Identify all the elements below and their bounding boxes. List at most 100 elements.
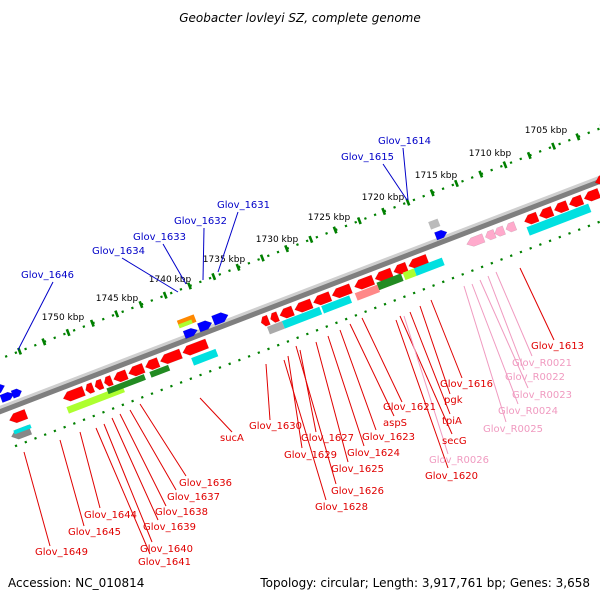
gene-label: Glov_1639 [143, 522, 196, 533]
kbp-ruler [4, 123, 600, 358]
gene-blue-arrow [196, 320, 213, 333]
ruler-dot [597, 127, 600, 131]
ruler-dot [247, 261, 251, 265]
callout-line [395, 319, 449, 469]
kbp-label: 1730 kbp [256, 235, 299, 245]
gene-label: Glov_1634 [92, 246, 145, 257]
lower-track-dot [131, 399, 134, 403]
lower-track-dot [189, 377, 193, 381]
kbp-label: 1705 kbp [525, 126, 568, 136]
callout-line [495, 271, 533, 357]
lower-track-dot [169, 384, 173, 388]
gene-label: Glov_1644 [84, 510, 137, 521]
genome-backbone [0, 163, 600, 415]
gene-label: Glov_1640 [140, 544, 193, 555]
lower-track-dot [111, 407, 115, 410]
ruler-tick [502, 161, 508, 169]
callout-line [139, 403, 187, 477]
ruler-dot [160, 295, 163, 299]
callout-line [361, 317, 403, 403]
ruler-dot [461, 179, 464, 183]
gene-label: sucA [220, 433, 244, 444]
callout-line [119, 413, 167, 507]
lower-track-dot [24, 440, 28, 444]
lower-track-dot [276, 343, 280, 347]
callout-line [479, 279, 529, 389]
callout-line [419, 305, 451, 395]
lower-track-dot [373, 306, 377, 310]
ruler-tick [138, 300, 144, 309]
gene-label: Glov_R0022 [505, 372, 565, 383]
ruler-dot [257, 258, 261, 261]
cog-cyan-bar [281, 306, 323, 329]
gene-label: Glov_1615 [341, 152, 394, 163]
ruler-dot [305, 239, 309, 243]
cog-cyan-bar [321, 295, 353, 314]
lower-track-dot [228, 362, 232, 366]
cog-green-bar [149, 364, 171, 378]
ruler-dot [325, 232, 328, 235]
gene-red-arrow [553, 200, 570, 214]
lower-track-dot [237, 358, 241, 362]
callout-line [299, 349, 317, 433]
gene-label: Glov_1649 [35, 547, 88, 558]
gene-label: Glov_1633 [133, 232, 186, 243]
gene-red-arrow [113, 369, 129, 383]
ruler-tick [405, 198, 411, 206]
gene-red-arrow [104, 375, 114, 387]
ruler-tick [454, 179, 459, 188]
lower-track-dot [335, 321, 338, 325]
trna-pink-arrow [485, 229, 497, 241]
callout-line [430, 299, 463, 379]
gene-red-arrow [182, 338, 210, 356]
ruler-dot [169, 291, 173, 295]
callout-line [202, 227, 205, 281]
ruler-tick [478, 170, 484, 178]
ruler-dot [509, 161, 513, 165]
callout-line [79, 431, 101, 509]
lower-track-dot [364, 310, 368, 314]
callout-line [519, 267, 555, 341]
kbp-label: 1735 kbp [203, 255, 246, 265]
lower-track-dot [34, 436, 37, 440]
kbp-label: 1715 kbp [415, 171, 458, 181]
ruler-dot [519, 157, 523, 161]
gene-red-arrow [538, 205, 555, 219]
ruler-dot [62, 332, 66, 336]
lower-track-dot [403, 295, 406, 299]
gene-label: Glov_1624 [347, 448, 400, 459]
lower-track-dot [218, 366, 222, 369]
gene-label: Glov_1627 [301, 433, 354, 444]
callout-line [339, 329, 377, 431]
lower-track-dot [509, 254, 513, 258]
ruler-dot [451, 183, 455, 187]
gene-blue-arrow [182, 328, 198, 340]
ruler-tick [162, 291, 168, 299]
gene-label: secG [442, 436, 467, 447]
kbp-label: 1710 kbp [469, 149, 512, 159]
gene-label: Glov_1625 [331, 464, 384, 475]
kbp-label: 1740 kbp [149, 275, 192, 285]
callout-line [103, 423, 153, 543]
gene-blue-arrow [0, 383, 6, 398]
gene-label: Glov_1629 [284, 450, 337, 461]
lower-track-dot [325, 325, 329, 328]
lower-track-dot [383, 302, 387, 306]
ruler-dot [373, 213, 377, 217]
ruler-dot [266, 254, 270, 258]
ruler-dot [276, 250, 280, 254]
gene-label: Glov_R0023 [512, 390, 572, 401]
lower-track-dot [354, 313, 358, 317]
gene-label: Glov_R0026 [429, 455, 489, 466]
gene-red-arrow [568, 194, 585, 208]
ruler-tick [332, 226, 338, 234]
ruler-dot [315, 235, 319, 239]
lower-track-dot [92, 414, 96, 418]
lower-track-dot [179, 381, 183, 384]
callout-line [23, 451, 51, 547]
cog-lime-bar [402, 268, 417, 281]
gene-label: Glov_R0024 [498, 406, 558, 417]
gene-label: Glov_1626 [331, 486, 384, 497]
ruler-tick [284, 244, 290, 253]
